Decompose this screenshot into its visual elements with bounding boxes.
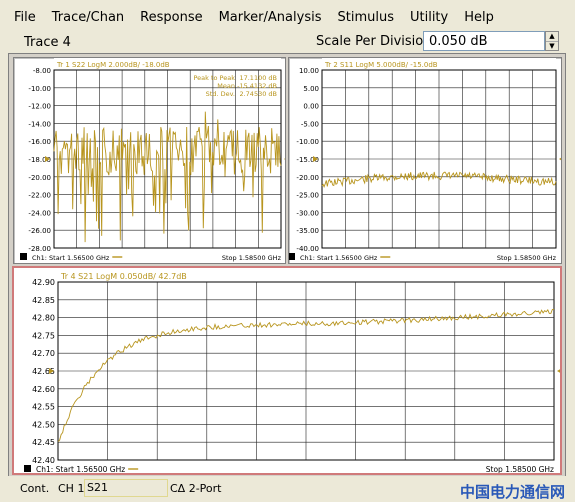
y-tick-label: -40.00 bbox=[296, 245, 319, 253]
sweep-start-label: Ch1: Start 1.56500 GHz bbox=[300, 254, 378, 262]
trace-window-s22[interactable]: Tr 1 S22 LogM 2.000dB/ -18.0dB -8.00 -10.0… bbox=[13, 57, 286, 264]
trace-header-label: Tr 1 S22 LogM 2.000dB/ -18.0dB bbox=[56, 61, 170, 69]
statistic-value: 2.74530 dB bbox=[239, 90, 277, 98]
y-tick-label: -5.00 bbox=[301, 120, 319, 128]
y-tick-label: -10.00 bbox=[28, 85, 51, 93]
y-tick-label: -28.00 bbox=[28, 245, 51, 253]
channel-indicator-icon bbox=[20, 253, 27, 260]
measurement-area: Tr 1 S22 LogM 2.000dB/ -18.0dB -8.00 -10.0… bbox=[8, 53, 566, 477]
y-tick-label: 10.00 bbox=[299, 67, 319, 75]
statistic-label: Peak to Peak bbox=[193, 74, 235, 82]
y-tick-label: -16.00 bbox=[28, 138, 51, 146]
y-tick-label: -15.00 bbox=[296, 156, 319, 164]
y-tick-label: -8.00 bbox=[33, 67, 51, 75]
sweep-stop-label: Stop 1.58500 GHz bbox=[497, 254, 557, 262]
reference-level-marker-right[interactable] bbox=[557, 368, 560, 374]
sweep-mode-status: Cont. bbox=[20, 482, 50, 495]
scale-spinner[interactable]: ▲ ▼ bbox=[545, 31, 559, 51]
menu-response[interactable]: Response bbox=[140, 9, 203, 25]
y-tick-label: 42.90 bbox=[32, 278, 55, 287]
watermark-text: 中国电力通信网 bbox=[459, 483, 565, 501]
y-tick-label: 5.00 bbox=[303, 85, 319, 93]
y-tick-label: -14.00 bbox=[28, 120, 51, 128]
menu-utility[interactable]: Utility bbox=[409, 9, 449, 25]
scale-per-division-input[interactable] bbox=[423, 31, 545, 51]
y-tick-label: 42.45 bbox=[32, 438, 55, 447]
y-tick-label: 42.85 bbox=[32, 296, 55, 305]
s21-plot: Tr 4 S21 LogM 0.050dB/ 42.7dB 42.90 42.85 4… bbox=[24, 270, 560, 473]
reference-level-marker-left[interactable] bbox=[49, 368, 54, 374]
s22-plot: Tr 1 S22 LogM 2.000dB/ -18.0dB -8.00 -10.0… bbox=[20, 58, 285, 262]
reference-level-marker-right[interactable] bbox=[284, 156, 285, 162]
menu-trace-chan[interactable]: Trace/Chan bbox=[51, 9, 125, 25]
channel-indicator-icon bbox=[289, 253, 295, 260]
menu-help[interactable]: Help bbox=[464, 9, 494, 25]
sweep-start-label: Ch1: Start 1.56500 GHz bbox=[36, 465, 125, 473]
measurement-trace bbox=[57, 308, 555, 442]
y-tick-label: -10.00 bbox=[296, 138, 319, 146]
active-trace-label: Trace 4 bbox=[24, 34, 71, 50]
status-bar: Cont. CH 1: S21 CΔ 2-Port bbox=[0, 476, 575, 502]
y-tick-label: 42.70 bbox=[32, 349, 55, 358]
reference-level-marker-right[interactable] bbox=[559, 156, 561, 162]
y-tick-label: -30.00 bbox=[296, 209, 319, 217]
reference-level-marker-left[interactable] bbox=[313, 156, 318, 162]
y-tick-label: 42.55 bbox=[32, 403, 55, 412]
measurement-param-status: S21 bbox=[84, 479, 168, 497]
y-tick-label: -26.00 bbox=[28, 227, 51, 235]
statistic-value: -15.4132 dB bbox=[237, 82, 277, 90]
trace-window-s21[interactable]: Tr 4 S21 LogM 0.050dB/ 42.7dB 42.90 42.85 4… bbox=[12, 266, 562, 475]
scale-per-division-label: Scale Per Division bbox=[316, 34, 432, 49]
sweep-stop-label: Stop 1.58500 GHz bbox=[486, 465, 554, 473]
menu-marker-analysis[interactable]: Marker/Analysis bbox=[218, 9, 322, 25]
menu-file[interactable]: File bbox=[14, 9, 36, 25]
y-tick-label: -35.00 bbox=[296, 227, 319, 235]
y-tick-label: 42.75 bbox=[32, 331, 55, 340]
calibration-status: CΔ 2-Port bbox=[170, 482, 222, 495]
channel-indicator-icon bbox=[24, 465, 31, 472]
statistic-label: Std. Dev. bbox=[206, 90, 235, 98]
sweep-stop-label: Stop 1.58500 GHz bbox=[222, 254, 282, 262]
reference-level-marker-left[interactable] bbox=[45, 156, 50, 162]
spin-up-icon[interactable]: ▲ bbox=[546, 32, 558, 42]
trace-header-label: Tr 2 S11 LogM 5.000dB/ -15.0dB bbox=[324, 61, 438, 69]
measurement-trace bbox=[321, 171, 557, 189]
y-tick-label: 42.65 bbox=[32, 367, 55, 376]
statistic-value: 17.1100 dB bbox=[239, 74, 277, 82]
spin-down-icon[interactable]: ▼ bbox=[549, 42, 555, 50]
y-tick-label: -25.00 bbox=[296, 192, 319, 200]
trace-window-s11[interactable]: Tr 2 S11 LogM 5.000dB/ -15.0dB 10.00 5.00 0… bbox=[288, 57, 562, 264]
y-tick-label: -22.00 bbox=[28, 192, 51, 200]
trace-header-label: Tr 4 S21 LogM 0.050dB/ 42.7dB bbox=[60, 272, 187, 281]
menu-stimulus[interactable]: Stimulus bbox=[337, 9, 394, 25]
y-tick-label: 42.60 bbox=[32, 385, 55, 394]
sweep-start-label: Ch1: Start 1.56500 GHz bbox=[32, 254, 110, 262]
y-tick-label: -20.00 bbox=[28, 174, 51, 182]
y-tick-label: 42.40 bbox=[32, 456, 55, 465]
y-tick-label: -18.00 bbox=[28, 156, 51, 164]
measurement-trace bbox=[53, 111, 282, 243]
y-tick-label: 42.80 bbox=[32, 314, 55, 323]
s11-plot: Tr 2 S11 LogM 5.000dB/ -15.0dB 10.00 5.00 0… bbox=[289, 58, 561, 262]
statistic-label: Mean bbox=[217, 82, 235, 90]
y-tick-label: -20.00 bbox=[296, 174, 319, 182]
y-tick-label: 42.50 bbox=[32, 420, 55, 429]
y-tick-label: -12.00 bbox=[28, 103, 51, 111]
menu-bar: File Trace/Chan Response Marker/Analysis… bbox=[0, 0, 575, 34]
y-tick-label: -24.00 bbox=[28, 209, 51, 217]
channel-status: CH 1: bbox=[58, 482, 89, 495]
toolbar: Trace 4 Scale Per Division ▲ ▼ bbox=[8, 31, 564, 53]
y-tick-label: 0.00 bbox=[303, 103, 319, 111]
